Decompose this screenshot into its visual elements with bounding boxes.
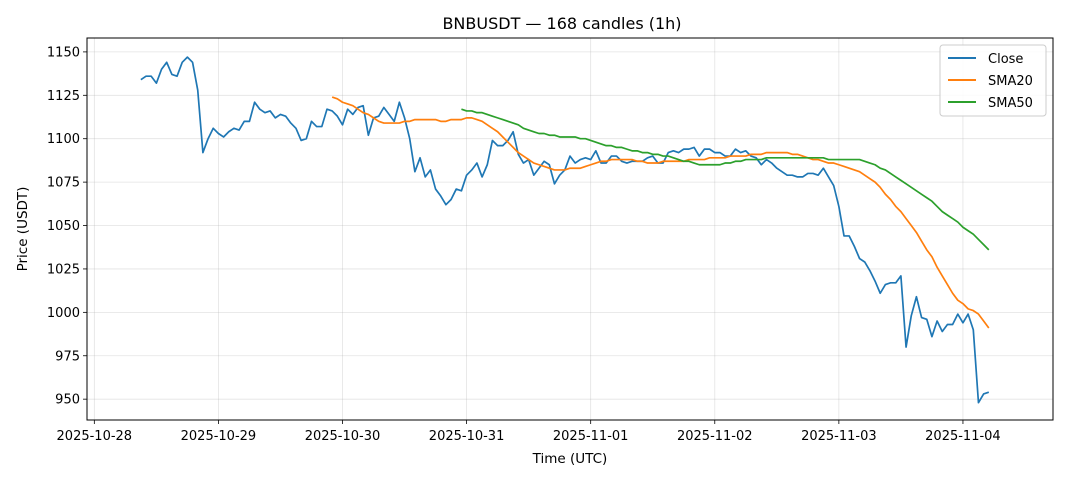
y-tick-label: 1000 [47,306,80,321]
legend-label: SMA20 [988,74,1033,89]
y-tick-label: 1100 [47,132,80,147]
y-tick: 950 [55,393,87,408]
x-tick: 2025-11-04 [925,420,1001,444]
x-tick-label: 2025-10-30 [305,429,381,444]
legend-label: SMA50 [988,96,1033,111]
y-axis-label: Price (USDT) [15,187,31,272]
y-tick-label: 1050 [47,219,80,234]
y-tick: 1050 [47,219,87,234]
x-tick-label: 2025-10-28 [57,429,133,444]
y-tick: 1000 [47,306,87,321]
legend-label: Close [988,52,1023,67]
y-tick-label: 1125 [47,89,80,104]
x-axis-label: Time (UTC) [532,451,608,467]
y-tick: 1025 [47,262,87,277]
legend-box [939,44,1047,117]
x-tick-label: 2025-10-31 [429,429,505,444]
x-tick-label: 2025-10-29 [181,429,257,444]
x-tick-label: 2025-11-04 [925,429,1001,444]
y-tick: 1075 [47,176,87,191]
x-tick-label: 2025-11-02 [677,429,753,444]
x-tick: 2025-10-28 [57,420,133,444]
x-tick-label: 2025-11-01 [553,429,629,444]
y-tick-label: 1025 [47,262,80,277]
x-tick: 2025-10-31 [429,420,505,444]
x-tick: 2025-10-29 [181,420,257,444]
plot-frame [86,37,1054,421]
legend: Close SMA20 SMA50 [939,44,1047,117]
x-tick: 2025-11-02 [677,420,753,444]
y-tick: 975 [55,349,87,364]
x-tick: 2025-10-30 [305,420,381,444]
y-tick-label: 975 [55,349,80,364]
y-tick-label: 1150 [47,45,80,60]
x-axis: 2025-10-28 2025-10-29 2025-10-30 2025-10-31… [57,420,1001,444]
series-line-sma50 [461,108,990,251]
x-tick: 2025-11-01 [553,420,629,444]
series-line-sma20 [331,96,990,329]
series-layer [140,56,990,404]
x-tick: 2025-11-03 [801,420,877,444]
y-tick: 1125 [47,89,87,104]
y-axis: 950 975 1000 1025 1050 1075 1100 1125 1150 [47,45,87,408]
y-tick-label: 1075 [47,176,80,191]
y-tick: 1100 [47,132,87,147]
chart-title: BNBUSDT — 168 candles (1h) [442,14,681,33]
x-tick-label: 2025-11-03 [801,429,877,444]
y-tick-label: 950 [55,393,80,408]
y-tick: 1150 [47,45,87,60]
